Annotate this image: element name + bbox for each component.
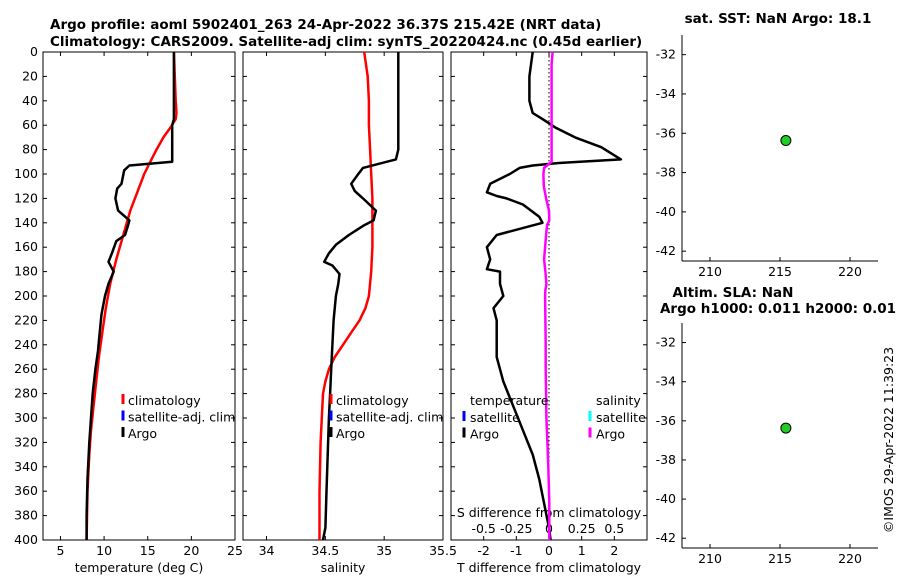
series-line-argo [85, 52, 176, 540]
y-tick-label-140: 140 [14, 215, 38, 230]
x-tick-label-220: 220 [838, 264, 862, 279]
y-tick-label-120: 120 [14, 190, 38, 205]
plot-frame [42, 51, 236, 541]
x-tick-label-34-5: 34.5 [311, 543, 339, 558]
y-tick-label-300: 300 [14, 410, 38, 425]
series-line-climatology [85, 51, 178, 541]
legend-label-climatology: climatology [128, 393, 201, 408]
x-tick-label-1: 1 [578, 543, 586, 558]
x-axis-label: salinity [321, 560, 366, 575]
x-tick-label-210: 210 [698, 551, 722, 566]
y-tick-label-60: 60 [22, 117, 38, 132]
x-tick-label-1: -1 [510, 543, 522, 558]
legend-label-salinity-satellite: satellite [596, 410, 646, 425]
sst-map-panel: -32 -34 -36 -38 -40 -42 210 215 220 [656, 35, 878, 279]
x-tick-label-34: 34 [259, 543, 275, 558]
temperature-panel: 0 20 40 60 80 100 120 140 160 180 200 220 240 260 280 3… [14, 44, 243, 575]
y-tick-label-400: 400 [14, 532, 38, 547]
figure-title-line-2: Climatology: CARS2009. Satellite-adj cli… [50, 34, 642, 50]
y-tick-label-380: 380 [14, 508, 38, 523]
series-line-climatology [318, 51, 374, 540]
altim-panel-title-line-2: Argo h1000: 0.011 h2000: 0.01 [660, 301, 896, 317]
legend-label-argo: Argo [336, 426, 365, 441]
x-tick-label-35: 35 [376, 543, 392, 558]
x-tick-label-35-5: 35.5 [429, 543, 457, 558]
y-tick-label-360: 360 [14, 483, 38, 498]
series-line-salinity-argo [542, 51, 554, 540]
y-tick-label-100: 100 [14, 166, 38, 181]
y-tick-label-80: 80 [22, 142, 38, 157]
y-tick-label-34: -34 [656, 374, 676, 389]
y-tick-label-36: -36 [656, 125, 676, 140]
plot-frame [242, 51, 444, 541]
top-tick-label-0-5: -0.5 [471, 521, 495, 536]
x-tick-label-25: 25 [227, 543, 243, 558]
series-line-argo [321, 52, 400, 541]
series-line-temperature-argo [485, 51, 623, 541]
x-tick-label-2: -2 [477, 543, 489, 558]
timestamp-stamp: ©IMOS 29-Apr-2022 11:39:23 [881, 347, 896, 533]
x-tick-label-10: 10 [96, 543, 112, 558]
legend-label-temperature-satellite: satellite [470, 410, 520, 425]
legend-label-argo: Argo [128, 426, 157, 441]
salinity-panel: 34 34.5 35 35.5 salinity climatology satellite… [242, 51, 457, 575]
legend-title-salinity: salinity [596, 393, 641, 408]
y-tick-label-280: 280 [14, 386, 38, 401]
x-tick-label-20: 20 [183, 543, 199, 558]
top-tick-label-0-5: 0.5 [604, 521, 624, 536]
y-tick-label-42: -42 [656, 530, 676, 545]
profile-location-marker [780, 135, 792, 147]
legend-label-satellite-adj-clim: satellite-adj. clim [336, 410, 443, 425]
y-tick-label-40: 40 [22, 93, 38, 108]
legend-label-climatology: climatology [336, 393, 409, 408]
y-tick-label-240: 240 [14, 337, 38, 352]
sst-panel-title: sat. SST: NaN Argo: 18.1 [685, 11, 872, 27]
y-tick-label-220: 220 [14, 312, 38, 327]
altim-panel-title-line-1: Altim. SLA: NaN [673, 285, 794, 301]
x-tick-label-215: 215 [768, 551, 792, 566]
y-tick-label-180: 180 [14, 264, 38, 279]
x-tick-label-210: 210 [698, 264, 722, 279]
legend-label-satellite-adj-clim: satellite-adj. clim [128, 410, 235, 425]
y-tick-label-42: -42 [656, 243, 676, 258]
y-tick-label-320: 320 [14, 434, 38, 449]
y-tick-label-38: -38 [656, 165, 676, 180]
y-tick-label-32: -32 [656, 335, 676, 350]
y-tick-label-32: -32 [656, 47, 676, 62]
x-axis-label: T difference from climatology [456, 560, 642, 575]
x-tick-label-220: 220 [838, 551, 862, 566]
y-tick-label-38: -38 [656, 452, 676, 467]
top-tick-label-0-25: 0.25 [568, 521, 596, 536]
altimetry-map-panel: -32 -34 -36 -38 -40 -42 210 215 220 [656, 323, 878, 566]
x-tick-label-5: 5 [56, 543, 64, 558]
x-tick-label-15: 15 [140, 543, 156, 558]
y-tick-label-40: -40 [656, 204, 676, 219]
profile-location-marker [780, 422, 792, 434]
y-tick-label-160: 160 [14, 239, 38, 254]
y-tick-label-36: -36 [656, 413, 676, 428]
legend-title-temperature: temperature [470, 393, 549, 408]
y-tick-label-260: 260 [14, 361, 38, 376]
y-tick-label-200: 200 [14, 288, 38, 303]
x-tick-label-215: 215 [768, 264, 792, 279]
y-tick-label-340: 340 [14, 459, 38, 474]
x-tick-label-0: 0 [545, 543, 553, 558]
y-tick-label-34: -34 [656, 86, 676, 101]
top-tick-label-0-25: -0.25 [500, 521, 532, 536]
x-tick-label-2: 2 [610, 543, 618, 558]
y-tick-label-20: 20 [22, 68, 38, 83]
figure-title-line-1: Argo profile: aoml 5902401_263 24-Apr-20… [50, 17, 601, 33]
y-tick-label-40: -40 [656, 491, 676, 506]
x-axis-label: temperature (deg C) [75, 560, 204, 575]
legend-label-salinity-argo: Argo [596, 427, 625, 442]
y-tick-label-0: 0 [30, 44, 38, 59]
legend-label-temperature-argo: Argo [470, 427, 499, 442]
